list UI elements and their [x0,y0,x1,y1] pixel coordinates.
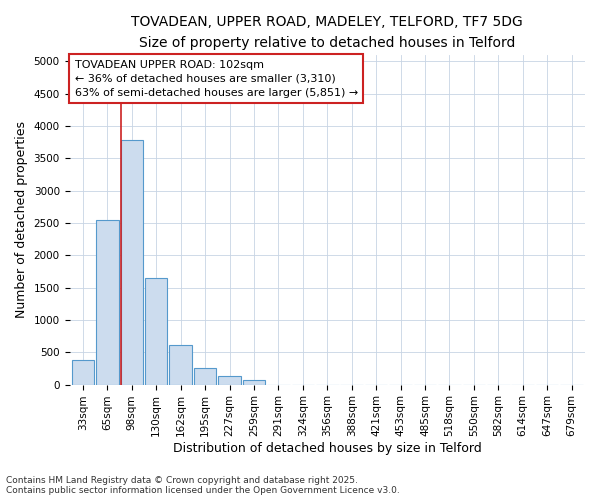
Bar [72,360,94,384]
Bar [194,368,217,384]
Bar [243,380,265,384]
Y-axis label: Number of detached properties: Number of detached properties [15,122,28,318]
Text: Contains HM Land Registry data © Crown copyright and database right 2025.
Contai: Contains HM Land Registry data © Crown c… [6,476,400,495]
Bar [96,220,119,384]
Bar [169,344,192,385]
Text: TOVADEAN UPPER ROAD: 102sqm
← 36% of detached houses are smaller (3,310)
63% of : TOVADEAN UPPER ROAD: 102sqm ← 36% of det… [74,60,358,98]
X-axis label: Distribution of detached houses by size in Telford: Distribution of detached houses by size … [173,442,482,455]
Bar [145,278,167,384]
Title: TOVADEAN, UPPER ROAD, MADELEY, TELFORD, TF7 5DG
Size of property relative to det: TOVADEAN, UPPER ROAD, MADELEY, TELFORD, … [131,15,523,50]
Bar [218,376,241,384]
Bar [121,140,143,384]
